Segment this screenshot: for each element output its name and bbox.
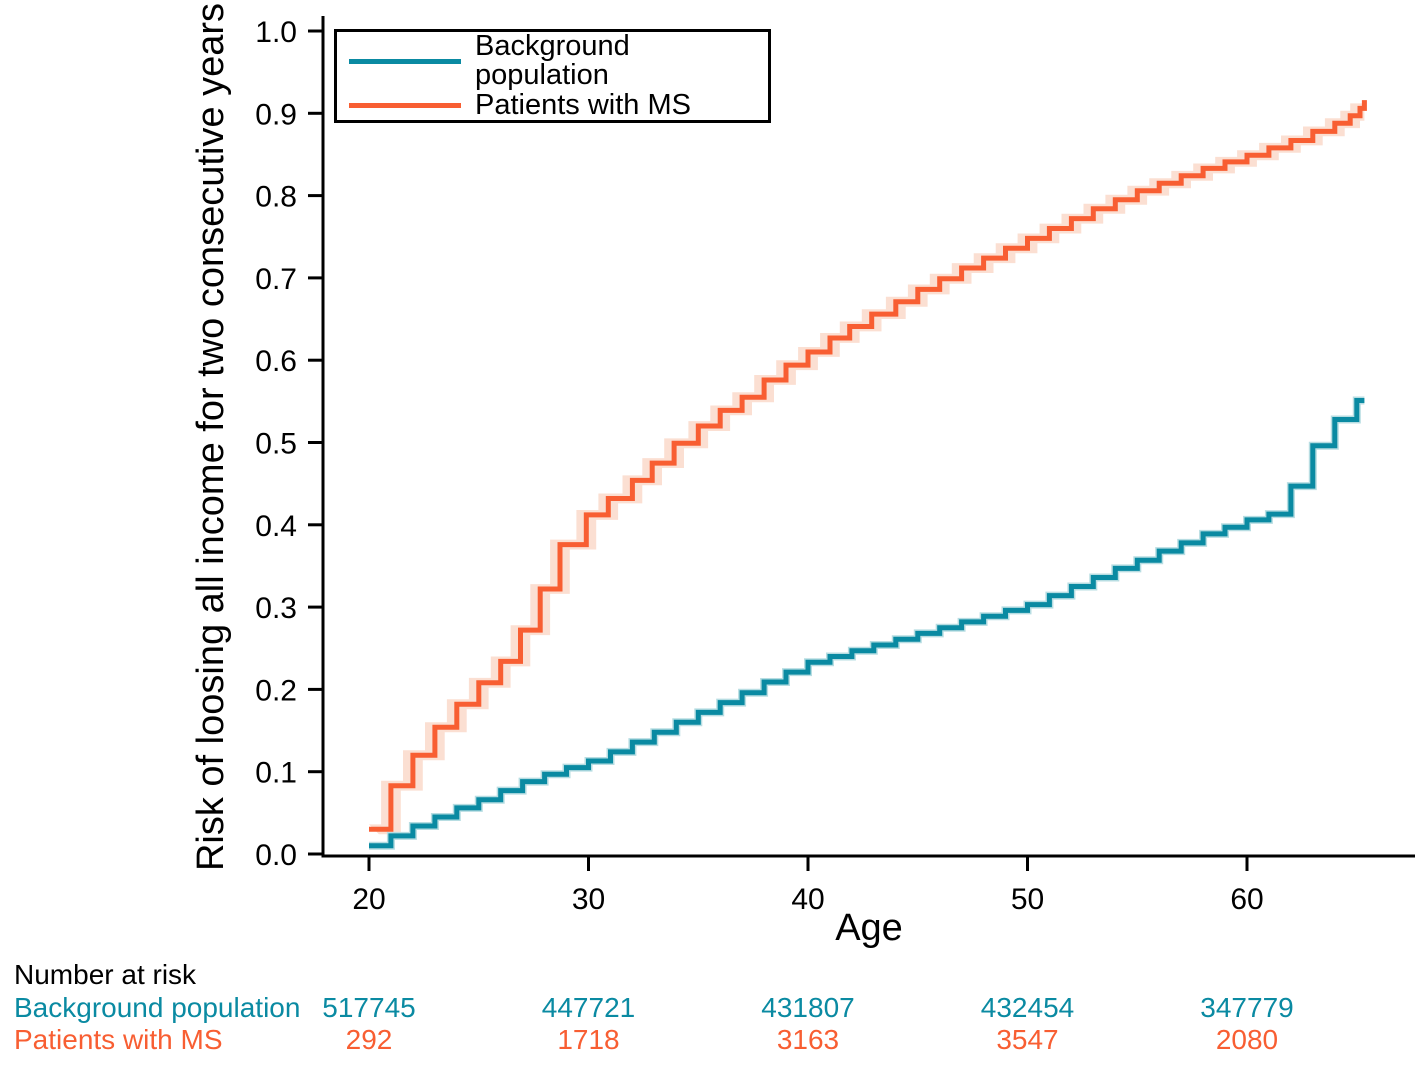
y-tick-label: 0.0 xyxy=(255,839,297,872)
legend: Background population Patients with MS xyxy=(334,29,771,123)
y-tick-label: 0.8 xyxy=(255,181,297,214)
x-tick-label: 20 xyxy=(352,883,385,916)
y-tick-label: 0.4 xyxy=(255,510,297,543)
background-ci-halo xyxy=(369,396,1365,850)
y-tick-label: 0.5 xyxy=(255,428,297,461)
ms-ci-band xyxy=(369,95,1365,835)
legend-label-background: Background population xyxy=(475,30,630,92)
legend-line-background-swatch xyxy=(349,58,461,64)
y-tick-label: 1.0 xyxy=(255,16,297,49)
x-tick-label: 60 xyxy=(1230,883,1263,916)
y-axis-title: Risk of loosing all income for two conse… xyxy=(190,2,232,872)
x-axis-title: Age xyxy=(835,907,903,949)
x-tick-label: 30 xyxy=(572,883,605,916)
background-population-curve xyxy=(369,398,1365,849)
x-tick-label: 40 xyxy=(791,883,824,916)
y-tick-label: 0.2 xyxy=(255,674,297,707)
x-tick-label: 50 xyxy=(1011,883,1044,916)
y-tick-label: 0.7 xyxy=(255,263,297,296)
patients-with-ms-curve xyxy=(369,100,1367,832)
y-tick-label: 0.9 xyxy=(255,98,297,131)
legend-row-ms: Patients with MS xyxy=(337,88,768,121)
legend-row-background: Background population xyxy=(337,32,768,90)
y-tick-label: 0.6 xyxy=(255,345,297,378)
legend-line-ms-swatch xyxy=(349,102,461,108)
y-tick-label: 0.1 xyxy=(255,757,297,790)
y-tick-label: 0.3 xyxy=(255,592,297,625)
legend-label-ms: Patients with MS xyxy=(475,88,691,121)
